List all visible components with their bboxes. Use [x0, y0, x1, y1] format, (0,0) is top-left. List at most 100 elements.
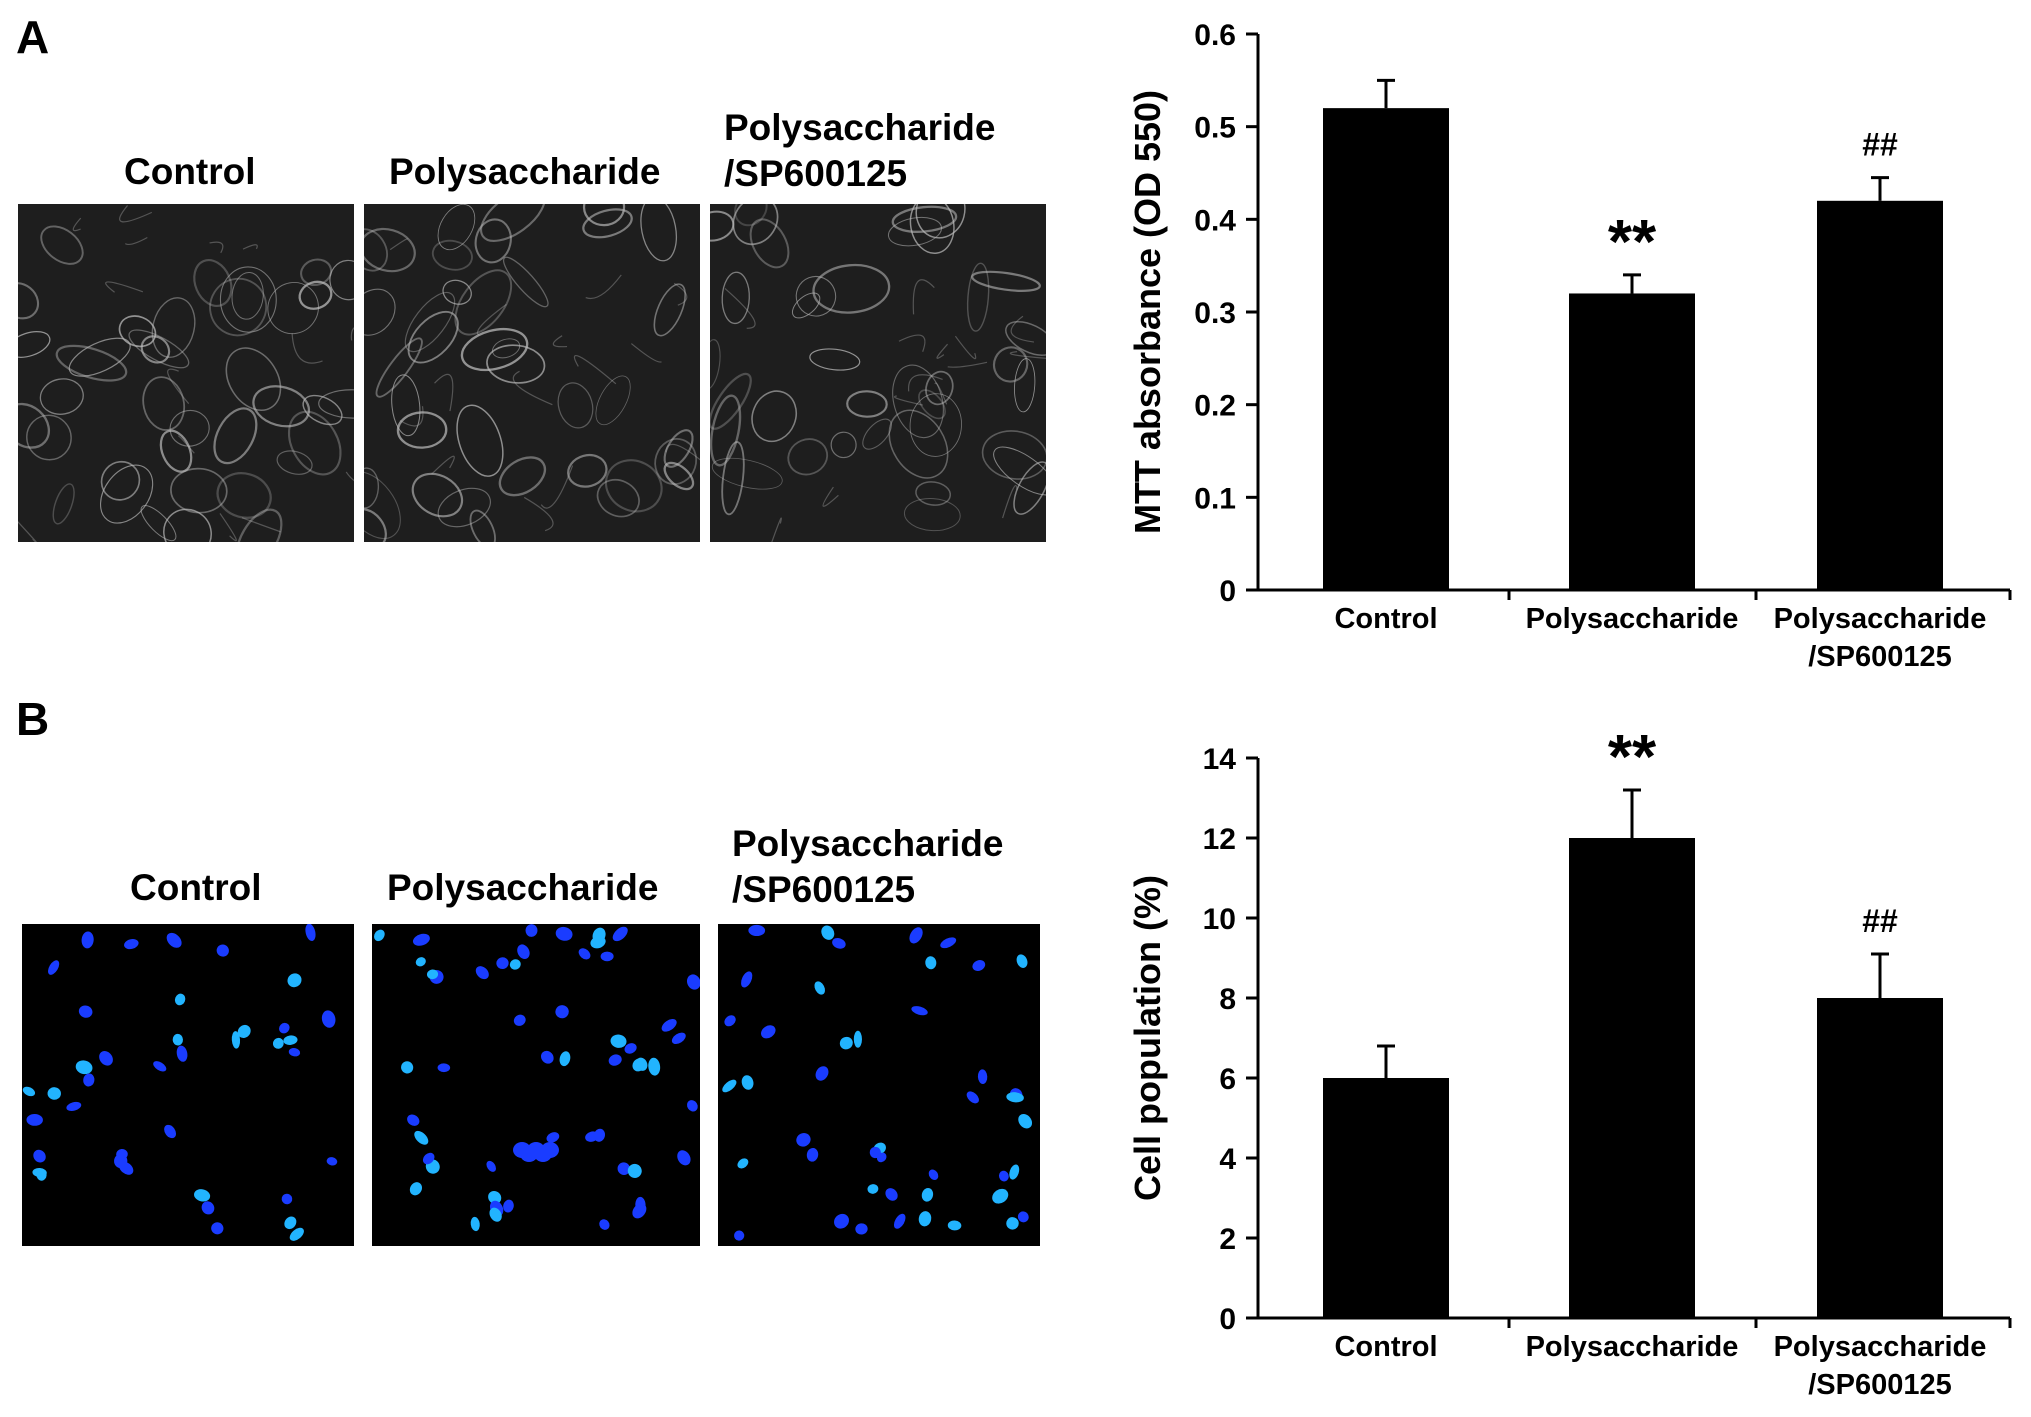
nucleus	[496, 957, 509, 970]
cell-process	[936, 343, 949, 359]
cell-process	[771, 517, 782, 542]
nucleus	[211, 1222, 224, 1235]
nucleus	[99, 1051, 113, 1066]
nucleus	[741, 1075, 754, 1090]
cell-outline	[267, 281, 319, 335]
cell-outline	[140, 335, 171, 364]
cell-outline	[99, 464, 154, 524]
cell-process	[954, 335, 977, 360]
cell-outline	[276, 450, 313, 475]
cell-outline	[52, 483, 75, 525]
cell-outline	[915, 481, 952, 506]
cell-outline	[18, 330, 51, 358]
y-tick-label: 0.3	[1194, 297, 1236, 330]
nucleus	[624, 1043, 637, 1054]
nucleus	[66, 1101, 82, 1112]
cell-process	[399, 406, 424, 427]
y-tick-label: 0.6	[1194, 19, 1236, 52]
cell-outline	[391, 374, 421, 437]
cell-outline	[469, 509, 496, 542]
cell-outline	[364, 467, 380, 509]
x-category-label: Polysaccharide	[1774, 1331, 1987, 1363]
cell-outline	[364, 471, 401, 539]
cell-outline	[909, 204, 955, 254]
nucleus	[741, 971, 753, 988]
nucleus	[610, 1034, 627, 1048]
cell-outline	[209, 277, 268, 337]
nucleus	[75, 1060, 93, 1075]
bar	[1569, 838, 1695, 1318]
cell-process	[72, 217, 82, 232]
bar	[1569, 293, 1695, 590]
nucleus	[194, 1189, 211, 1202]
panel-letter-b: B	[16, 693, 50, 745]
nucleus	[288, 1048, 301, 1057]
nucleus	[407, 1114, 420, 1126]
nucleus	[412, 933, 430, 946]
y-axis-label: Cell population (%)	[1127, 875, 1168, 1201]
cell-outline	[142, 376, 186, 431]
nucleus	[1018, 1114, 1033, 1129]
cell-outline	[557, 382, 594, 429]
cell-process	[898, 334, 926, 352]
cell-outline	[710, 210, 735, 242]
cell-outline	[582, 204, 626, 227]
cell-outline	[925, 370, 954, 406]
nucleus	[237, 1024, 251, 1039]
cell-outline	[404, 291, 456, 353]
cell-outline	[460, 327, 529, 372]
cell-outline	[993, 446, 1046, 496]
cell-outline	[431, 239, 473, 271]
cell-outline	[216, 472, 272, 519]
nucleus	[855, 1223, 868, 1235]
cell-outline	[971, 270, 1041, 292]
nucleus	[722, 1079, 737, 1093]
cell-process	[822, 486, 839, 507]
nucleus	[724, 1015, 736, 1027]
cell-outline	[887, 216, 943, 247]
nucleus	[815, 1066, 829, 1081]
cell-outline	[163, 508, 212, 542]
micrograph-b-control	[22, 924, 354, 1246]
nucleus	[761, 1025, 776, 1039]
cell-process	[908, 374, 943, 392]
cell-outline	[219, 266, 277, 333]
x-category-label: Polysaccharide	[1526, 1331, 1739, 1363]
x-category-label: Control	[1334, 603, 1437, 635]
y-tick-label: 0	[1219, 1303, 1236, 1336]
cell-process	[552, 335, 568, 348]
cell-outline	[40, 225, 84, 265]
nucleus	[677, 1150, 691, 1166]
nucleus	[81, 931, 94, 949]
cell-outline	[100, 460, 141, 501]
cell-process	[124, 236, 148, 246]
nucleus	[321, 1010, 336, 1028]
cell-outline	[915, 204, 966, 239]
nucleus	[78, 1005, 93, 1018]
cell-outline	[918, 389, 946, 420]
nucleus	[1009, 1164, 1020, 1180]
cell-process	[540, 465, 574, 509]
cell-process	[1009, 351, 1046, 359]
nucleus	[632, 1058, 645, 1072]
nucleus	[503, 1199, 514, 1213]
nucleus	[867, 1184, 879, 1194]
cell-outline	[605, 459, 663, 513]
cell-outline	[329, 259, 354, 301]
cell-process	[523, 496, 554, 532]
nucleus	[814, 981, 825, 995]
bar	[1817, 998, 1943, 1318]
cell-outline	[480, 204, 546, 242]
nucleus	[559, 1051, 571, 1067]
cell-outline	[300, 258, 333, 287]
nucleus	[1006, 1217, 1019, 1230]
cell-process	[18, 521, 38, 542]
cell-outline	[1005, 320, 1046, 356]
cell-outline	[891, 205, 958, 233]
cell-outline	[640, 204, 678, 262]
nucleus	[796, 1133, 811, 1147]
nucleus	[488, 1190, 502, 1204]
cell-outline	[407, 310, 459, 364]
nucleus	[632, 1203, 647, 1219]
significance-label: ##	[1862, 127, 1898, 163]
